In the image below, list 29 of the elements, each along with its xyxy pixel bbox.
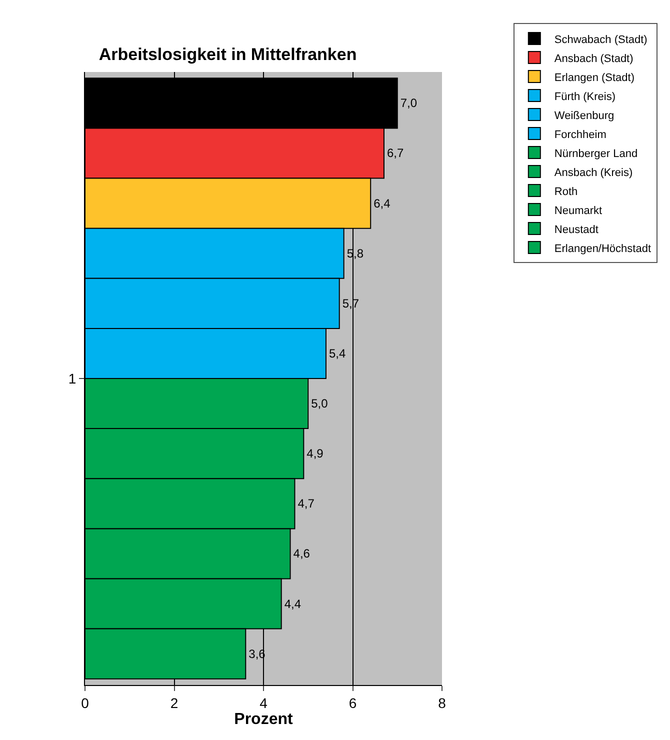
data-label: 7,0 — [400, 96, 418, 110]
y-tick-label: 1 — [68, 370, 76, 386]
chart-title: Arbeitslosigkeit in Mittelfranken — [98, 45, 357, 64]
legend-label: Neustadt — [554, 224, 598, 236]
legend-label: Erlangen/Höchstadt — [554, 242, 652, 255]
legend-label: Ansbach (Kreis) — [554, 166, 633, 179]
data-label: 4,6 — [293, 546, 310, 561]
legend-label: Fürth (Kreis) — [554, 90, 616, 103]
data-label: 4,4 — [284, 596, 302, 611]
legend-label: Roth — [554, 186, 578, 198]
data-label: 6,4 — [374, 196, 391, 210]
legend-label: Erlangen (Stadt) — [554, 72, 635, 84]
legend-label: Nürnberger Land — [554, 148, 638, 160]
legend-label: Schwabach (Stadt) — [554, 34, 648, 46]
data-label: 5,0 — [311, 396, 328, 411]
x-tick-label: 0 — [81, 694, 90, 711]
legend-label: Neumarkt — [554, 204, 602, 217]
x-tick-label: 4 — [260, 694, 268, 711]
x-axis-title: Prozent — [234, 710, 294, 728]
data-label: 6,7 — [386, 146, 404, 160]
x-tick-label: 8 — [438, 694, 446, 711]
legend-label: Ansbach (Stadt) — [554, 52, 634, 65]
data-label: 4,9 — [306, 446, 324, 461]
legend-label: Weißenburg — [554, 110, 614, 122]
data-label: 4,7 — [298, 496, 315, 511]
legend-label: Forchheim — [554, 128, 606, 141]
data-label: 5,4 — [328, 346, 346, 360]
x-tick-label: 6 — [348, 694, 357, 711]
x-tick-label: 2 — [170, 694, 178, 711]
